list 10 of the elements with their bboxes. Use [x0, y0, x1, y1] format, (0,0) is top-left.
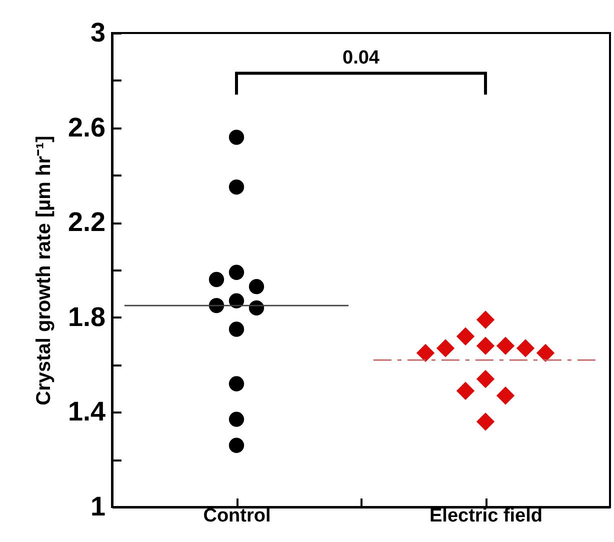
y-tick-label: 1 — [90, 492, 106, 522]
y-tick-label: 2.2 — [68, 207, 106, 238]
x-tick-label: Control — [203, 506, 271, 526]
y-tick-label: 3 — [90, 18, 106, 48]
y-tick-label: 1.4 — [68, 396, 106, 427]
y-tick-label: 2.6 — [68, 112, 106, 142]
annotation: 0.04 — [342, 47, 380, 68]
y-axis-title: Crystal growth rate [µm hr⁻¹] — [32, 136, 55, 406]
x-tick-label: Electric field — [430, 506, 542, 526]
y-tick-label: 1.8 — [68, 302, 106, 332]
